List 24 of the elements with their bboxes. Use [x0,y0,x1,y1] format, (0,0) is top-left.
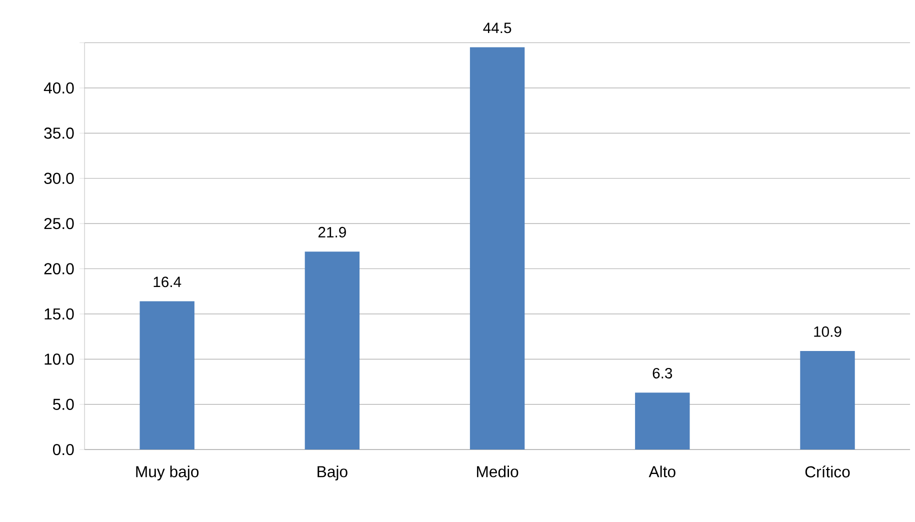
y-tick-label: 0.0 [53,444,74,456]
bar [470,47,525,450]
y-tick-label: 10.0 [44,353,74,365]
data-label: 44.5 [483,22,512,34]
x-tick-label: Muy bajo [136,466,199,480]
bar [304,252,360,450]
y-tick-label: 40.0 [44,82,74,94]
y-tick-label: 30.0 [44,172,74,184]
y-tick-label: 25.0 [44,218,74,230]
bar [635,392,690,450]
data-label: 6.3 [652,368,672,378]
data-label: 21.9 [318,226,346,238]
x-tick-label: Bajo [318,466,348,480]
y-tick-label: 5.0 [53,398,74,410]
y-tick-label: 35.0 [44,127,74,139]
y-tick-label: 20.0 [44,263,74,274]
bar [800,350,855,450]
data-label: 16.4 [154,276,182,288]
x-tick-label: Alto [648,466,676,478]
x-tick-label: Crítico [805,466,850,478]
x-tick-label: Medio [477,466,518,478]
bar [140,301,194,450]
data-label: 10.9 [814,326,842,337]
y-tick-label: 15.0 [44,308,74,320]
